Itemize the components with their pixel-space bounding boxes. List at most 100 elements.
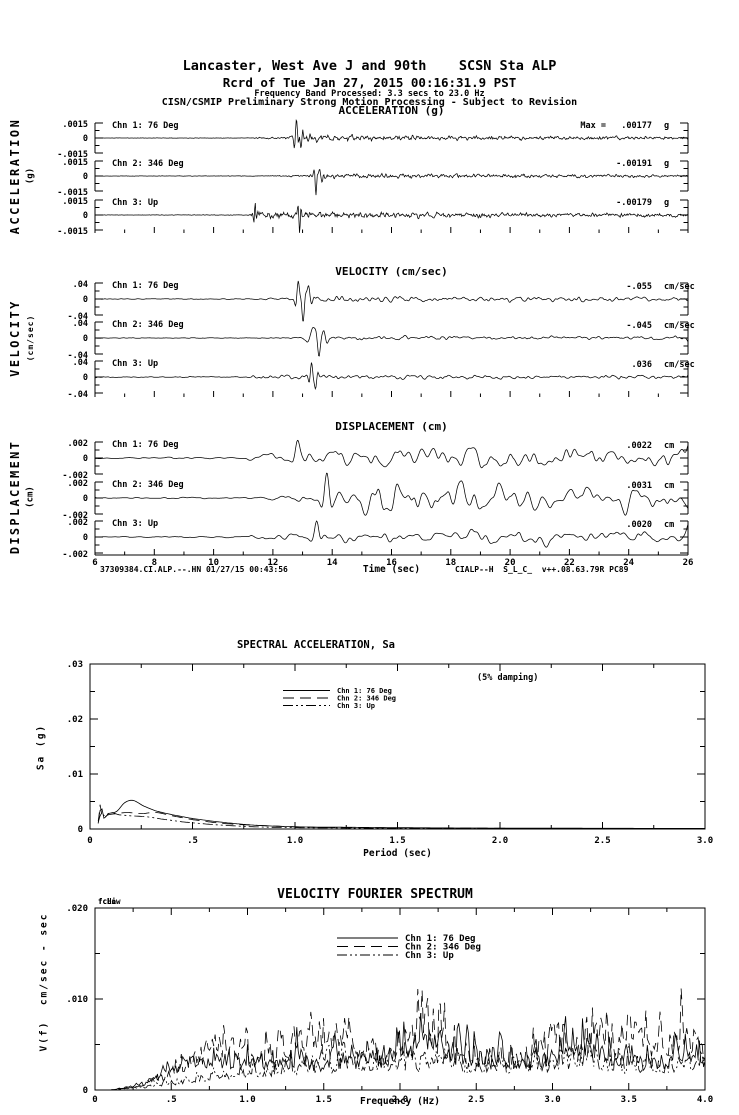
svg-text:.04: .04 (73, 319, 88, 329)
svg-text:3.0: 3.0 (697, 836, 713, 846)
svg-text:16: 16 (386, 558, 397, 568)
svg-text:.0015: .0015 (62, 120, 88, 130)
svg-text:cm: cm (664, 481, 674, 491)
svg-text:6: 6 (92, 558, 97, 568)
svg-text:3.0: 3.0 (544, 1095, 560, 1105)
svg-text:0: 0 (83, 494, 88, 504)
svg-text:0: 0 (83, 134, 88, 144)
svg-text:.0020: .0020 (626, 520, 652, 530)
processing-note: CISN/CSMIP Preliminary Strong Motion Pro… (161, 97, 578, 108)
svg-text:0: 0 (87, 836, 92, 846)
svg-text:-.002: -.002 (62, 471, 88, 481)
svg-text:0: 0 (83, 533, 88, 543)
displacement-title: DISPLACEMENT (cm) (335, 420, 448, 433)
svg-text:cm/sec: cm/sec (664, 321, 695, 331)
svg-text:0: 0 (83, 454, 88, 464)
svg-text:0: 0 (83, 295, 88, 305)
svg-text:-.04: -.04 (68, 351, 88, 361)
svg-text:.020: .020 (66, 904, 88, 914)
svg-text:.010: .010 (66, 995, 88, 1005)
svg-text:Chn 3: Up: Chn 3: Up (112, 198, 158, 208)
svg-text:Chn 3: Up: Chn 3: Up (337, 702, 375, 710)
svg-text:.04: .04 (73, 358, 88, 368)
svg-text:.0022: .0022 (626, 441, 652, 451)
svg-text:26: 26 (683, 558, 694, 568)
svg-text:22: 22 (564, 558, 575, 568)
svg-text:3.5: 3.5 (621, 1095, 637, 1105)
svg-text:-.00179: -.00179 (616, 198, 652, 208)
svg-text:Chn 1: 76 Deg: Chn 1: 76 Deg (112, 121, 179, 131)
svg-text:-.0015: -.0015 (57, 150, 88, 160)
svg-text:4.0: 4.0 (697, 1095, 713, 1105)
svg-text:12: 12 (267, 558, 278, 568)
frequency-band-note: Frequency Band Processed: 3.3 secs to 23… (254, 89, 485, 99)
svg-text:8: 8 (152, 558, 157, 568)
fourier-title: VELOCITY FOURIER SPECTRUM (277, 887, 473, 902)
svg-text:2.5: 2.5 (468, 1095, 484, 1105)
svg-text:cm/sec: cm/sec (664, 282, 695, 292)
svg-text:g: g (664, 159, 669, 169)
svg-text:Chn 1: 76 Deg: Chn 1: 76 Deg (112, 440, 179, 450)
svg-text:cm/sec: cm/sec (664, 360, 695, 370)
svg-text:.0031: .0031 (626, 481, 652, 491)
svg-text:0: 0 (78, 825, 83, 835)
svg-text:Chn 1: 76 Deg: Chn 1: 76 Deg (337, 687, 392, 695)
svg-text:.002: .002 (68, 479, 88, 489)
svg-text:-.002: -.002 (62, 550, 88, 560)
svg-text:-.0015: -.0015 (57, 227, 88, 237)
svg-text:Chn 2: 346 Deg: Chn 2: 346 Deg (112, 159, 184, 169)
svg-text:0: 0 (92, 1095, 97, 1105)
svg-text:Chn 3: Up: Chn 3: Up (112, 519, 158, 529)
fourier-y-axis-label: V(f) cm/sec - sec (38, 912, 50, 1052)
svg-text:0: 0 (83, 334, 88, 344)
svg-text:g: g (664, 121, 669, 131)
period-axis-label: Period (sec) (363, 848, 432, 859)
svg-text:.04: .04 (73, 280, 88, 290)
svg-text:.002: .002 (68, 439, 88, 449)
svg-text:.0015: .0015 (62, 158, 88, 168)
velocity-axis-label: VELOCITY (8, 299, 22, 377)
svg-text:0: 0 (83, 1086, 88, 1096)
svg-text:Chn 3: Up: Chn 3: Up (112, 359, 158, 369)
svg-text:cm: cm (664, 520, 674, 530)
svg-text:1.5: 1.5 (389, 836, 405, 846)
svg-text:24: 24 (623, 558, 634, 568)
svg-text:cm: cm (664, 441, 674, 451)
svg-text:g: g (664, 198, 669, 208)
svg-text:.03: .03 (67, 660, 83, 670)
station-title: Lancaster, West Ave J and 90th SCSN Sta … (182, 58, 557, 74)
svg-text:1.0: 1.0 (287, 836, 303, 846)
svg-text:-.0015: -.0015 (57, 188, 88, 198)
svg-text:.02: .02 (67, 715, 83, 725)
svg-text:-.04: -.04 (68, 390, 88, 400)
sa-y-axis-label: Sa (g) (35, 723, 47, 771)
svg-text:Chn 3: Up: Chn 3: Up (405, 951, 454, 961)
record-time: Rcrd of Tue Jan 27, 2015 00:16:31.9 PST (222, 75, 517, 90)
acceleration-axis-unit: (g) (25, 167, 36, 185)
displacement-axis-unit: (cm) (25, 486, 36, 508)
fc-high-marker: fcHi (98, 897, 117, 906)
svg-text:Chn 1: 76 Deg: Chn 1: 76 Deg (405, 934, 475, 944)
svg-text:2.5: 2.5 (594, 836, 610, 846)
fc-low-marker: fcLow (98, 897, 121, 906)
svg-text:-.04: -.04 (68, 312, 88, 322)
svg-text:Chn 2: 346 Deg: Chn 2: 346 Deg (112, 320, 184, 330)
svg-text:Chn 1: 76 Deg: Chn 1: 76 Deg (112, 281, 179, 291)
svg-text:0: 0 (83, 211, 88, 221)
svg-text:Max = .00177: Max = .00177 (580, 121, 652, 131)
processing-version-footer: CIALP--H S_L_C_ v++.08.63.79R PC89 (455, 565, 629, 574)
time-axis-label: Time (sec) (362, 564, 421, 575)
svg-text:2.0: 2.0 (392, 1095, 408, 1105)
svg-text:0: 0 (83, 373, 88, 383)
displacement-axis-label: DISPLACEMENT (8, 439, 22, 555)
svg-text:14: 14 (327, 558, 338, 568)
frequency-axis-label: Frequency (Hz) (359, 1096, 441, 1107)
svg-text:-.055: -.055 (626, 282, 652, 292)
svg-text:.01: .01 (67, 770, 83, 780)
record-id-footer: 37309384.CI.ALP.--.HN 01/27/15 00:43:56 (100, 565, 288, 574)
damping-annotation: (5% damping) (477, 673, 539, 683)
svg-text:.5: .5 (166, 1095, 177, 1105)
svg-text:1.5: 1.5 (316, 1095, 332, 1105)
